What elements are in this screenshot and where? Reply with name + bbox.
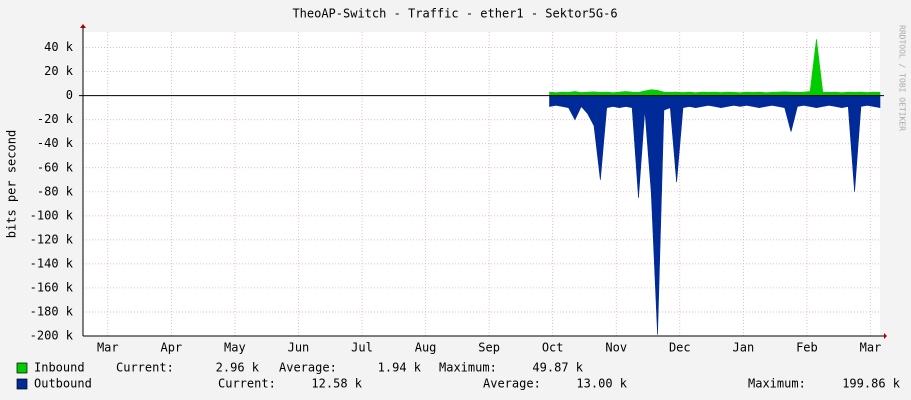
y-tick-label: -160 k [30,280,74,294]
legend-stat-label: Current: [218,377,276,391]
area [549,39,881,96]
legend-stat-label: Maximum: [748,377,806,391]
legend-swatch [16,378,28,390]
y-tick-label: -200 k [30,329,74,343]
legend-swatch [16,362,28,374]
x-tick-label: Oct [542,341,564,355]
legend-stat-value: 49.87 k [532,361,583,375]
x-tick-label: Feb [796,341,818,355]
legend-stat-label: Average: [279,361,337,375]
x-tick-label: Mar [97,341,119,355]
y-tick-label: -80 k [37,184,74,198]
y-tick-label: 40 k [44,40,74,54]
legend-stat-label: Average: [483,377,541,391]
y-axis-label: bits per second [5,130,19,238]
x-tick-label: Apr [160,341,182,355]
arrow [80,24,86,28]
y-tick-label: -20 k [37,112,74,126]
legend-stat-value: 13.00 k [576,377,627,391]
y-tick-label: -120 k [30,232,74,246]
x-tick-label: Nov [605,341,627,355]
area [549,95,881,335]
arrow [884,333,887,339]
side-note: RRDTOOL / TOBI OETIKER [898,25,907,131]
legend-stat-value: 2.96 k [216,361,260,375]
x-tick-label: Dec [669,341,691,355]
legend-label: Inbound [34,361,85,375]
x-tick-label: Mar [860,341,882,355]
x-tick-label: May [224,341,246,355]
legend-stat-value: 199.86 k [842,377,901,391]
chart-title: TheoAP-Switch - Traffic - ether1 - Sekto… [292,7,617,21]
x-tick-label: Aug [415,341,437,355]
x-tick-label: Sep [478,341,500,355]
plot-area [83,32,880,336]
y-tick-label: -180 k [30,304,74,318]
y-tick-label: -40 k [37,136,74,150]
x-tick-label: Jan [733,341,755,355]
y-tick-label: -100 k [30,208,74,222]
y-tick-label: -140 k [30,256,74,270]
legend-stat-label: Current: [116,361,174,375]
y-tick-label: -60 k [37,160,74,174]
x-tick-label: Jul [351,341,373,355]
y-tick-label: 0 [66,88,73,102]
legend-stat-value: 1.94 k [378,361,422,375]
x-tick-label: Jun [288,341,310,355]
y-tick-label: 20 k [44,64,74,78]
legend-stat-value: 12.58 k [311,377,362,391]
legend-stat-label: Maximum: [439,361,497,375]
legend-label: Outbound [34,377,92,391]
